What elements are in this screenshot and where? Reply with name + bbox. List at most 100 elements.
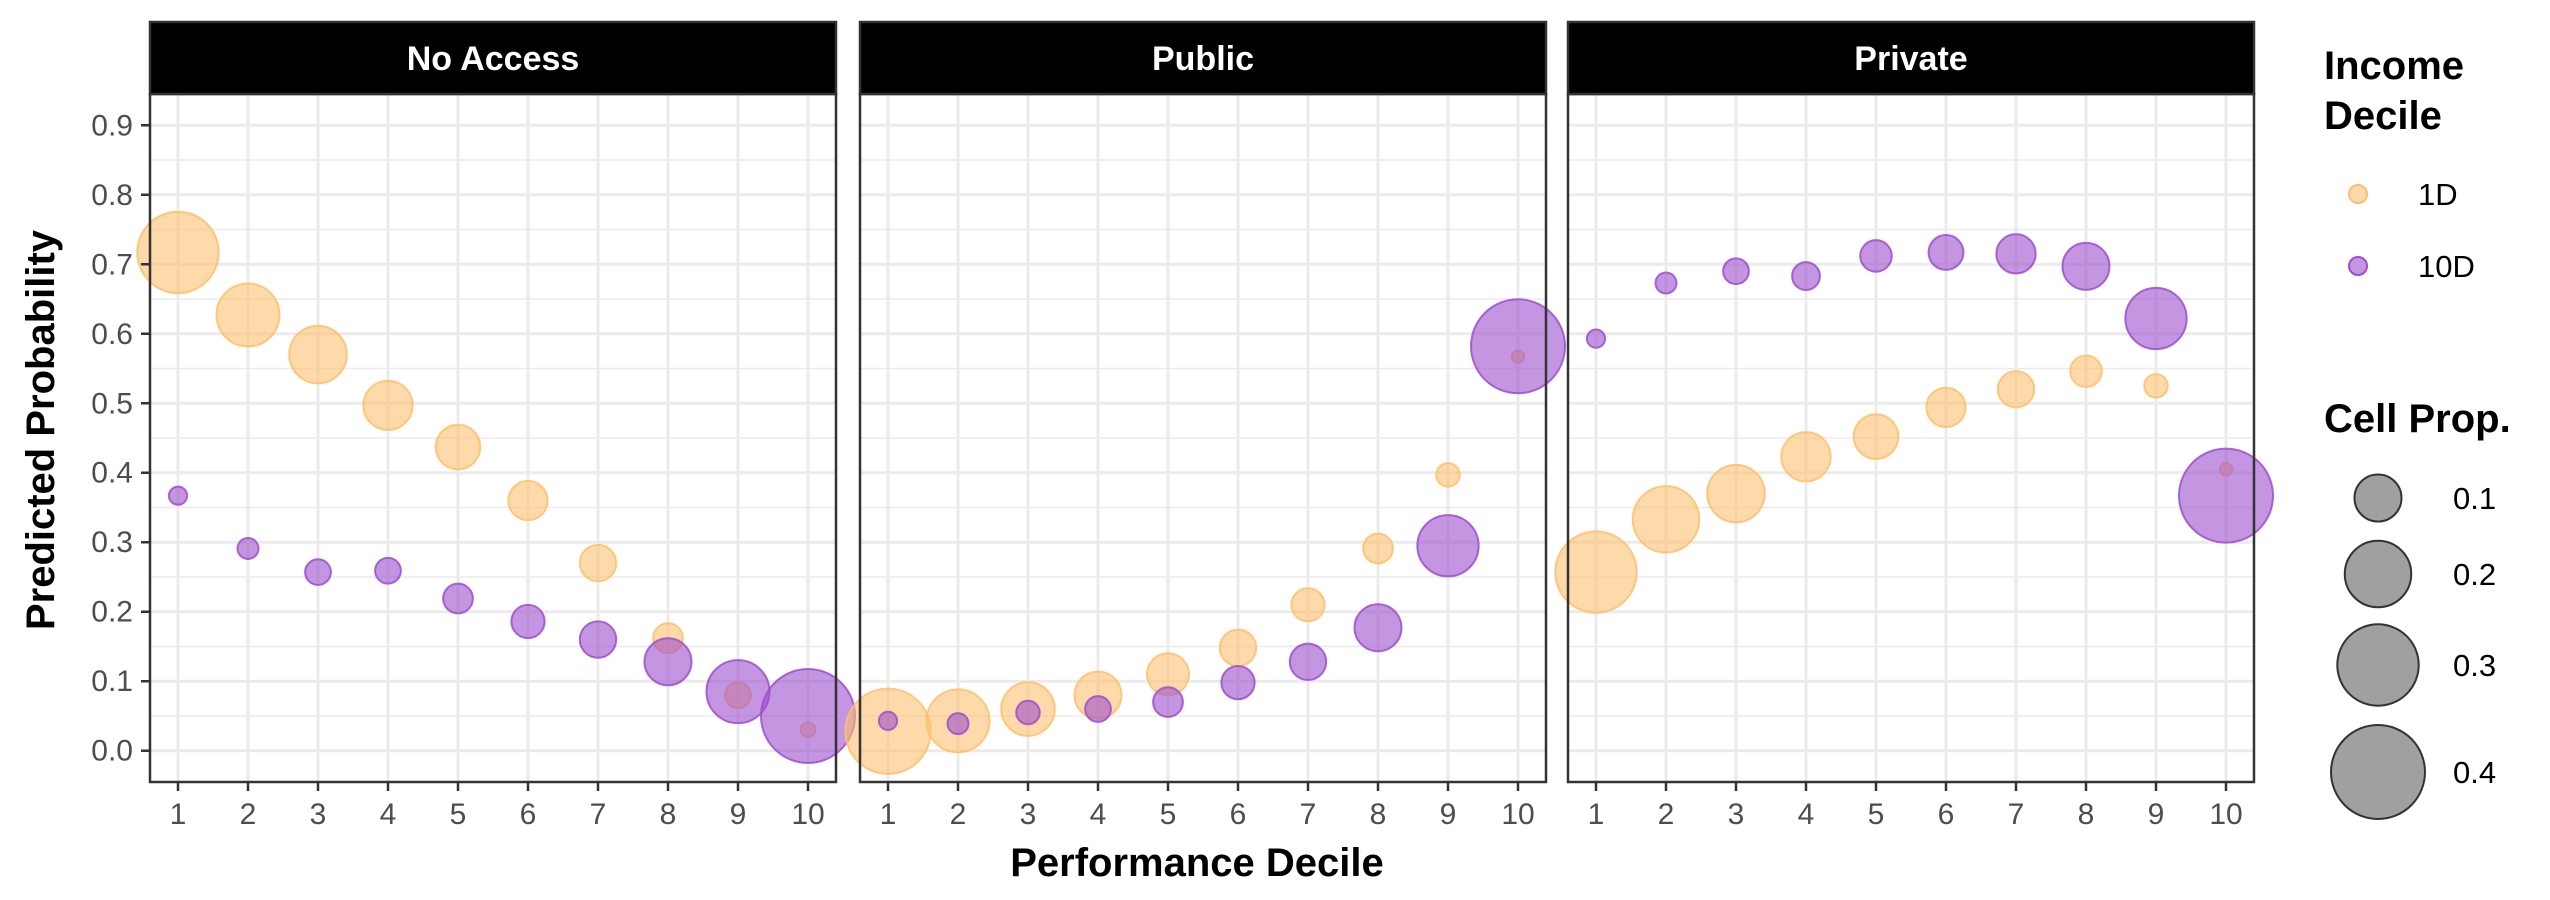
point-10D-3 — [1015, 699, 1041, 726]
facet-panel: Private 1 2 3 4 5 6 7 8 9 10 — [1554, 20, 2274, 831]
y-tick-label: 0.0 — [91, 735, 133, 768]
x-tick-label: 7 — [2008, 798, 2025, 831]
point-10D-5 — [1152, 686, 1184, 718]
x-tick-label: 1 — [170, 798, 187, 831]
x-tick-label: 10 — [791, 798, 824, 831]
point-10D-4 — [374, 556, 402, 585]
x-tick-label: 3 — [1020, 798, 1037, 831]
x-tick-label: 4 — [380, 798, 397, 831]
point-10D-3 — [1722, 257, 1750, 286]
point-1D-2 — [1631, 485, 1701, 554]
legend-size-key — [2336, 623, 2420, 707]
point-1D-4 — [362, 379, 414, 431]
facet-strip — [1566, 20, 2256, 96]
x-tick-label: 9 — [2148, 798, 2165, 831]
x-axis-title: Performance Decile — [1010, 841, 1384, 885]
x-tick-label: 6 — [1938, 798, 1955, 831]
point-10D-1 — [877, 710, 899, 731]
y-tick-label: 0.3 — [91, 526, 133, 559]
legend-size-label: 0.2 — [2453, 557, 2496, 592]
x-tick-label: 2 — [1658, 798, 1675, 831]
point-1D-6 — [1925, 386, 1967, 429]
legend-size-label: 0.3 — [2453, 648, 2496, 683]
point-10D-3 — [304, 558, 332, 586]
point-1D-9 — [2143, 373, 2169, 399]
y-tick-label: 0.5 — [91, 387, 133, 420]
x-tick-label: 5 — [1868, 798, 1885, 831]
point-1D-1 — [1554, 530, 1638, 614]
point-1D-6 — [507, 479, 549, 522]
x-tick-label: 8 — [1370, 798, 1387, 831]
legend-size-key — [2330, 724, 2426, 820]
x-tick-label: 10 — [2209, 798, 2242, 831]
x-tick-label: 3 — [310, 798, 327, 831]
legend-color-title: Income — [2324, 44, 2464, 88]
point-10D-2 — [946, 712, 970, 736]
point-10D-2 — [236, 536, 260, 561]
legend-label-1D: 1D — [2418, 177, 2458, 212]
legend-key-1D — [2348, 184, 2368, 204]
x-tick-label: 4 — [1090, 798, 1107, 831]
legend: Income Decile 1D 10D Cell Prop. 0.1 0.2 0.3 0.4 — [2324, 44, 2511, 820]
y-tick-label: 0.7 — [91, 248, 133, 281]
point-1D-8 — [2069, 354, 2103, 389]
legend-size-key — [2343, 539, 2413, 609]
point-10D-4 — [1791, 261, 1821, 291]
y-tick-label: 0.9 — [91, 109, 133, 142]
legend-size-key — [2353, 473, 2403, 523]
y-tick-label: 0.4 — [91, 457, 133, 490]
point-1D-7 — [578, 543, 618, 583]
point-1D-7 — [1996, 370, 2036, 409]
x-tick-label: 6 — [1230, 798, 1247, 831]
y-tick-label: 0.8 — [91, 179, 133, 212]
point-10D-4 — [1084, 695, 1112, 723]
point-1D-9 — [1435, 462, 1461, 488]
point-10D-6 — [1220, 665, 1256, 701]
y-tick-label: 0.1 — [91, 665, 133, 698]
point-10D-6 — [1927, 234, 1965, 271]
point-10D-7 — [1288, 642, 1328, 681]
point-1D-1 — [844, 687, 932, 775]
point-1D-1 — [136, 210, 220, 295]
point-10D-6 — [510, 603, 546, 640]
facet-strip — [148, 20, 838, 96]
point-1D-5 — [434, 423, 482, 471]
x-tick-label: 8 — [2078, 798, 2095, 831]
facet-label: Private — [1854, 40, 1967, 78]
point-10D-10 — [1470, 298, 1566, 395]
x-tick-label: 9 — [1440, 798, 1457, 831]
point-10D-10 — [2178, 447, 2274, 544]
facet-label: No Access — [407, 40, 580, 78]
y-tick-label: 0.2 — [91, 596, 133, 629]
x-tick-label: 7 — [1300, 798, 1317, 831]
x-tick-label: 5 — [450, 798, 467, 831]
legend-size-title: Cell Prop. — [2324, 397, 2511, 441]
point-10D-9 — [2124, 286, 2188, 351]
x-tick-label: 4 — [1798, 798, 1815, 831]
x-tick-label: 2 — [240, 798, 257, 831]
x-tick-label: 1 — [880, 798, 897, 831]
facet-panel: Public 1 2 3 4 5 6 7 8 9 10 — [844, 20, 1566, 831]
x-tick-label: 8 — [660, 798, 677, 831]
point-1D-4 — [1780, 431, 1832, 483]
point-10D-8 — [2061, 241, 2111, 291]
point-1D-8 — [1362, 532, 1394, 565]
point-10D-1 — [1585, 328, 1607, 349]
x-tick-label: 9 — [730, 798, 747, 831]
axis-labels: Performance Decile Predicted Probability — [19, 229, 1384, 885]
point-1D-3 — [1706, 463, 1766, 524]
x-tick-label: 1 — [1588, 798, 1605, 831]
point-10D-2 — [1654, 271, 1678, 295]
point-1D-7 — [1290, 587, 1326, 623]
point-10D-7 — [1995, 233, 2037, 275]
legend-size-label: 0.4 — [2453, 755, 2496, 790]
x-tick-label: 2 — [950, 798, 967, 831]
facet-label: Public — [1152, 40, 1254, 78]
y-axis-title: Predicted Probability — [19, 229, 63, 630]
legend-color-title: Decile — [2324, 94, 2442, 138]
point-10D-8 — [1353, 603, 1403, 653]
point-10D-1 — [167, 485, 189, 506]
point-10D-10 — [760, 667, 856, 764]
point-10D-7 — [578, 620, 618, 659]
